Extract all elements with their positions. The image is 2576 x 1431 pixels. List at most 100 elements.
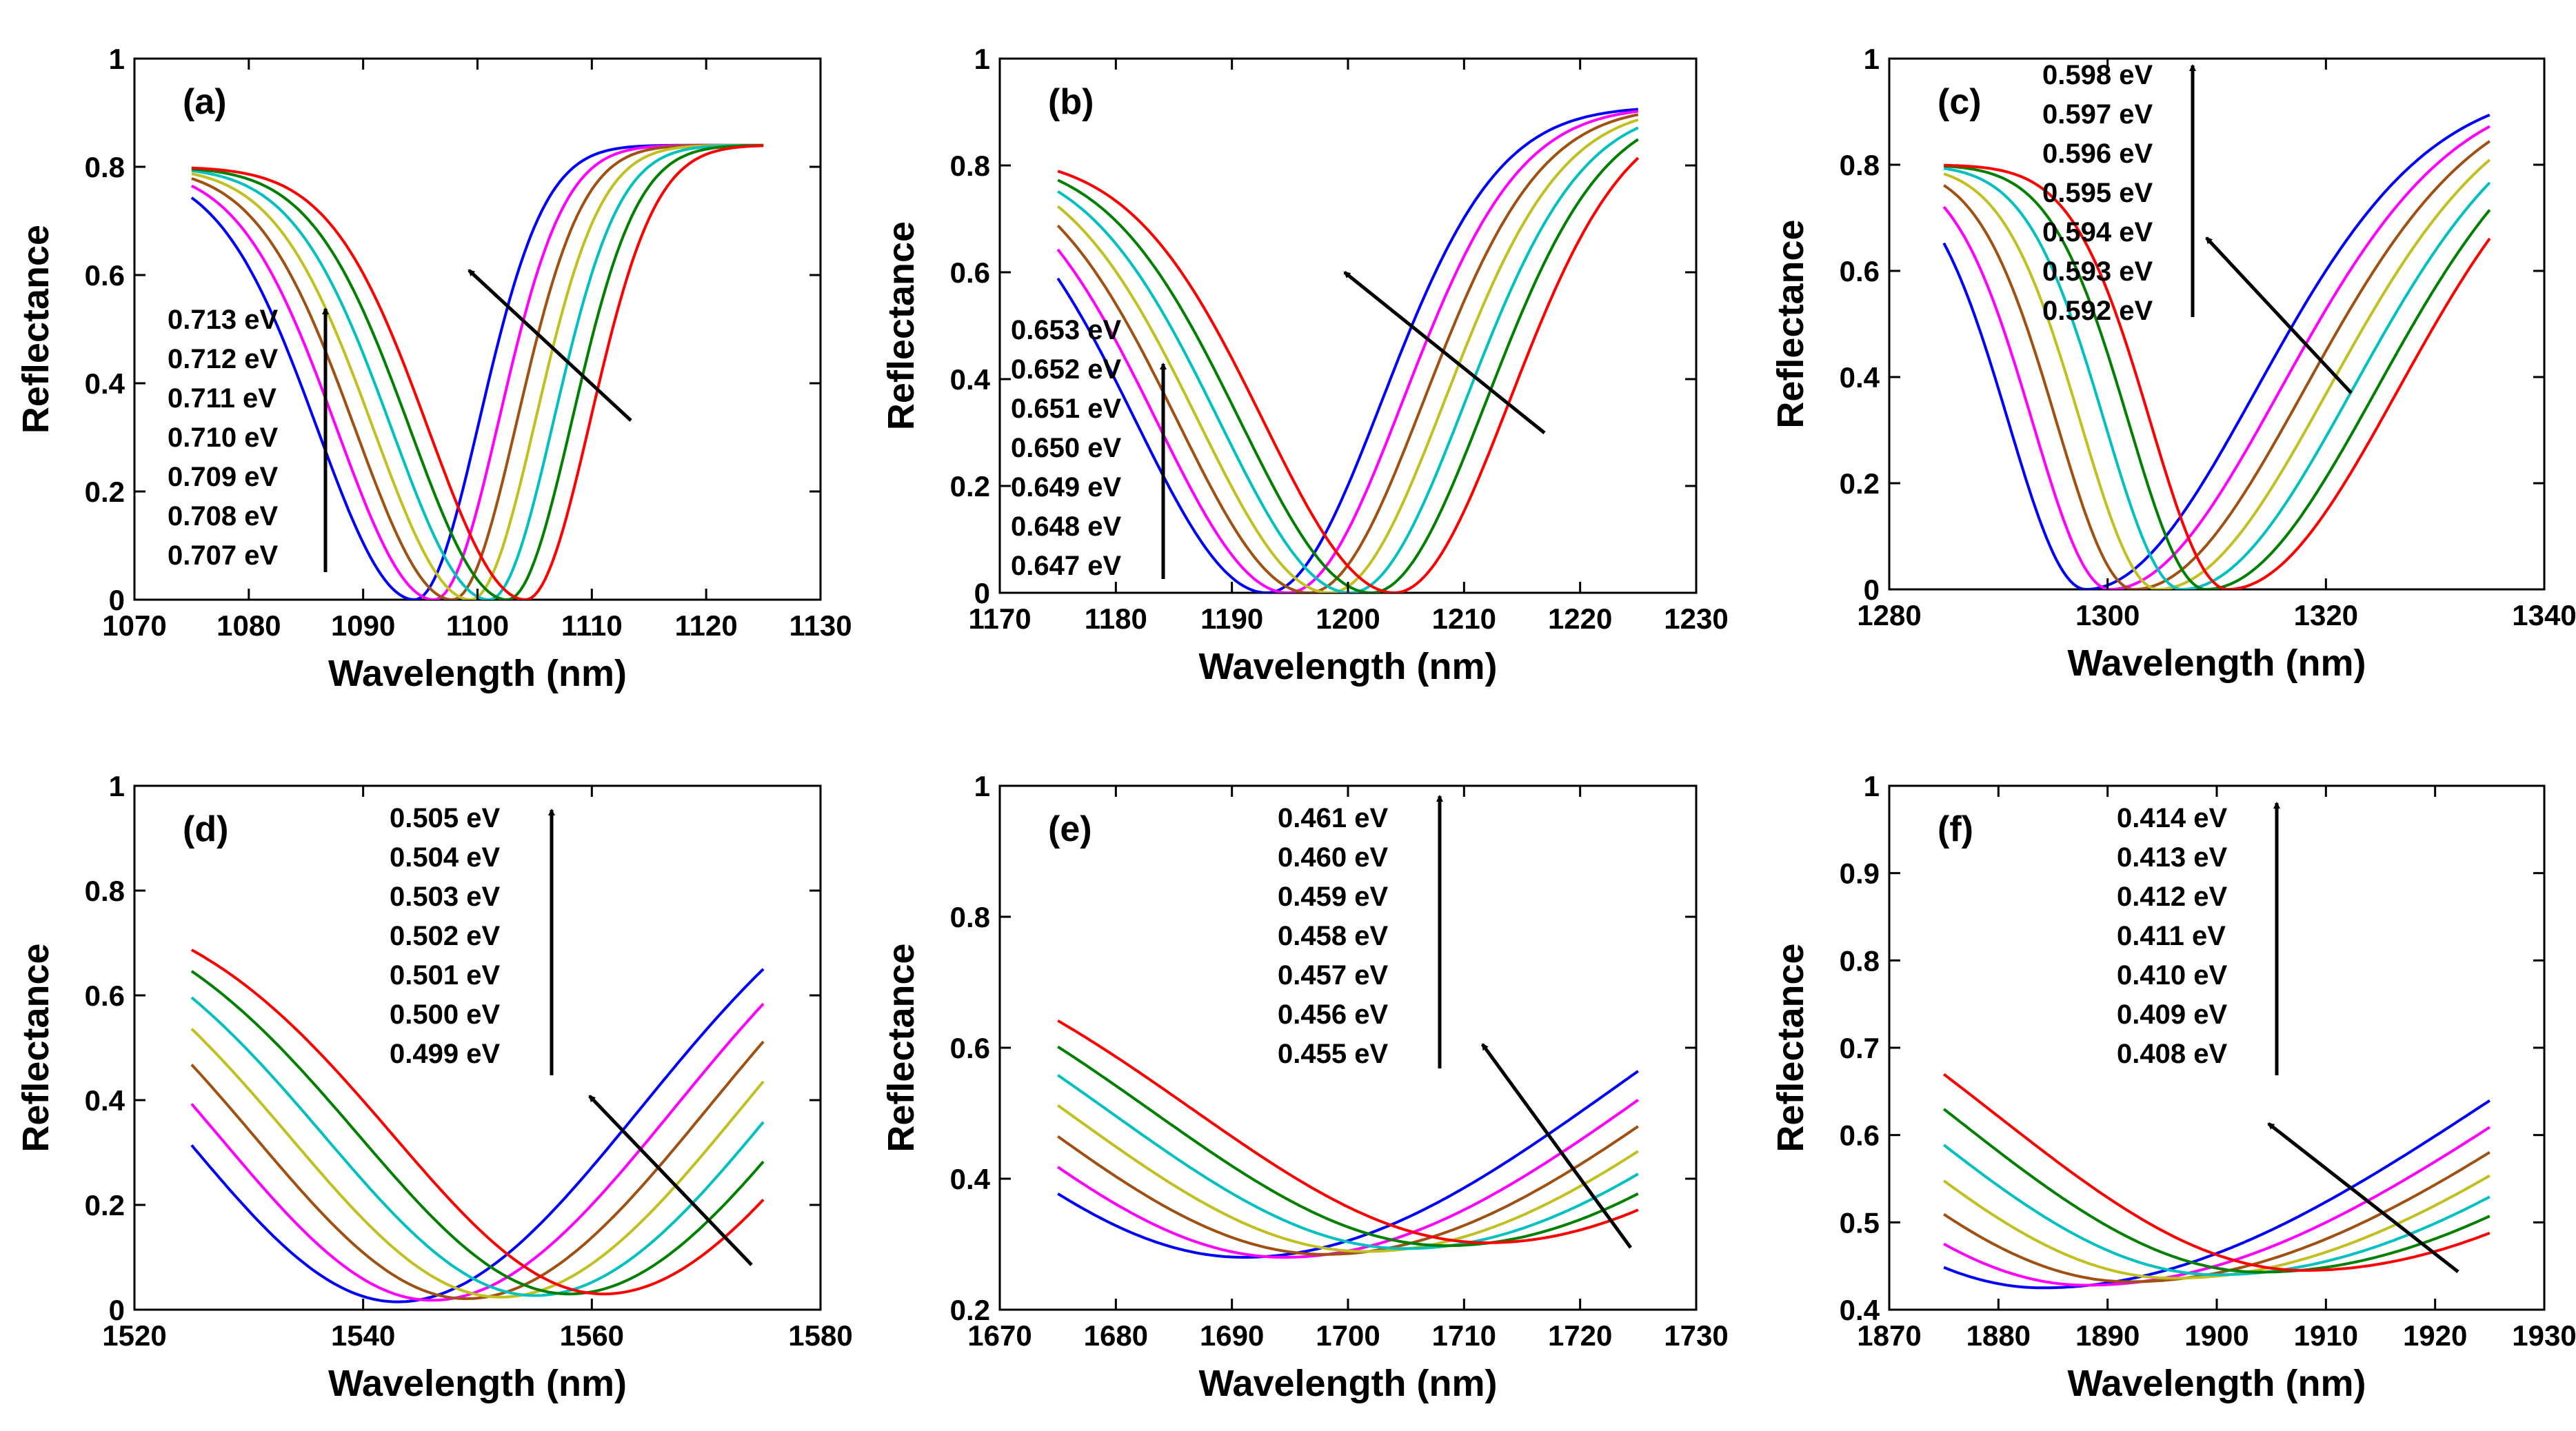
series-line-0649 (1057, 126, 1639, 593)
panel-label: (c) (1938, 82, 1982, 122)
x-tick-label: 1200 (1316, 602, 1380, 635)
x-tick-label: 1090 (331, 609, 395, 642)
panel-label: (d) (183, 809, 228, 849)
x-tick-label: 1700 (1316, 1319, 1380, 1352)
x-tick-label: 1190 (1200, 602, 1263, 635)
y-axis-label: Reflectance (15, 225, 57, 434)
legend-entry: 0.593 eV (2042, 256, 2153, 287)
legend-entry: 0.592 eV (2042, 296, 2153, 326)
x-tick-label: 1100 (446, 609, 509, 642)
chart-panel-2: 1280 1300 1320 1340 0 0.2 0.4 0.6 0.8 1 Wavelength… (1770, 43, 2576, 684)
y-tick-label: 0.2 (85, 476, 125, 508)
x-tick-label: 1900 (2184, 1319, 2248, 1352)
y-tick-label: 1 (974, 770, 990, 802)
legend-entry: 0.650 eV (1011, 433, 1121, 463)
legend-entry: 0.649 eV (1011, 472, 1121, 503)
legend-entry: 0.499 eV (390, 1039, 500, 1069)
x-tick-label: 1730 (1664, 1319, 1728, 1352)
y-tick-label: 0.8 (85, 151, 125, 183)
shift-arrow (1480, 1043, 1633, 1249)
x-tick-label: 1220 (1548, 602, 1612, 635)
series-line-0594 (1943, 167, 2491, 589)
x-axis-label: Wavelength (nm) (2067, 1363, 2366, 1404)
panel-label: (e) (1048, 809, 1092, 849)
y-tick-label: 0.2 (950, 470, 990, 503)
legend-entry: 0.457 eV (1278, 960, 1388, 991)
legend-entry: 0.711 eV (168, 383, 276, 414)
legend-entry: 0.652 eV (1011, 354, 1121, 385)
legend-entry: 0.712 eV (168, 344, 278, 374)
x-tick-label: 1580 (788, 1319, 852, 1352)
y-tick-label: 0.4 (1840, 1294, 1880, 1326)
legend-entry: 0.413 eV (2117, 842, 2227, 873)
y-tick-label: 0.2 (85, 1189, 125, 1221)
legend-entry: 0.501 eV (390, 960, 500, 991)
x-tick-label: 1920 (2403, 1319, 2467, 1352)
series-line-0651 (1056, 113, 1639, 593)
series-line-0457 (1057, 1074, 1639, 1250)
x-tick-label: 1080 (217, 609, 281, 642)
legend-entry: 0.410 eV (2117, 960, 2227, 991)
legend-entry: 0.708 eV (168, 501, 278, 531)
x-tick-label: 1890 (2075, 1319, 2140, 1352)
legend-entry: 0.651 eV (1011, 394, 1121, 424)
series-line-0711 (191, 143, 764, 600)
x-tick-label: 1170 (968, 602, 1031, 635)
y-tick-label: 0.4 (950, 363, 991, 396)
y-tick-label: 0.4 (950, 1163, 991, 1195)
y-tick-label: 1 (109, 770, 125, 802)
shift-arrow (2267, 1122, 2459, 1273)
x-tick-label: 1910 (2294, 1319, 2358, 1352)
x-axis-label: Wavelength (nm) (328, 1363, 627, 1404)
series-line-0708 (191, 143, 764, 600)
chart-panel-0: 1070 1080 1090 1100 1110 1120 1130 0 0.2 0.4 0.6 0.… (15, 43, 852, 694)
y-tick-label: 1 (974, 43, 990, 75)
y-tick-label: 0 (109, 1294, 125, 1326)
y-tick-label: 0 (1864, 574, 1880, 606)
legend-entry: 0.709 eV (168, 462, 278, 492)
series-line-0458 (1057, 1104, 1639, 1253)
legend-entry: 0.411 eV (2117, 921, 2226, 951)
series-line-0505 (190, 968, 765, 1303)
legend-entry: 0.414 eV (2117, 803, 2227, 833)
legend-entry: 0.596 eV (2042, 139, 2153, 169)
x-tick-label: 1560 (560, 1319, 624, 1352)
chart-panel-3: 1520 1540 1560 1580 0 0.2 0.4 0.6 0.8 1 Wavelength… (15, 770, 853, 1404)
x-tick-label: 1340 (2512, 599, 2576, 631)
legend-entry: 0.503 eV (390, 882, 500, 912)
x-axis-label: Wavelength (nm) (1198, 1363, 1497, 1404)
x-tick-label: 1720 (1548, 1319, 1612, 1352)
y-tick-label: 0.6 (950, 1032, 990, 1064)
series-line-0408 (1942, 1073, 2491, 1272)
series-line-0501 (190, 996, 765, 1297)
x-tick-label: 1520 (102, 1319, 166, 1352)
x-tick-label: 1300 (2075, 599, 2140, 631)
series-line-0592 (1944, 163, 2491, 589)
legend-entry: 0.594 eV (2042, 217, 2153, 247)
y-tick-label: 1 (1864, 770, 1880, 802)
legend-entry: 0.408 eV (2117, 1039, 2227, 1069)
y-tick-label: 0.2 (1840, 467, 1880, 500)
y-tick-label: 0.8 (1840, 149, 1880, 181)
y-tick-label: 0.6 (85, 259, 125, 292)
legend-entry: 0.461 eV (1278, 803, 1388, 833)
series-line-0411 (1942, 1174, 2491, 1280)
legend-entry: 0.598 eV (2042, 60, 2153, 90)
legend-entry: 0.409 eV (2117, 999, 2227, 1030)
y-tick-label: 0.6 (85, 980, 125, 1012)
y-axis-label: Reflectance (1770, 943, 1811, 1152)
series-line-0647 (1057, 156, 1640, 593)
y-tick-label: 0.8 (950, 150, 990, 182)
panel-label: (b) (1048, 82, 1094, 122)
legend-entry: 0.458 eV (1278, 921, 1388, 951)
y-axis-label: Reflectance (15, 943, 57, 1152)
x-tick-label: 1690 (1200, 1319, 1264, 1352)
legend-entry: 0.459 eV (1278, 882, 1388, 912)
series-line-0499 (190, 948, 765, 1296)
series-line-0459 (1057, 1125, 1639, 1256)
y-axis-label: Reflectance (881, 943, 922, 1152)
shift-arrow (1343, 271, 1546, 434)
shift-arrow (2205, 236, 2353, 394)
y-tick-label: 0.2 (950, 1294, 990, 1326)
y-tick-label: 0.8 (950, 901, 990, 933)
